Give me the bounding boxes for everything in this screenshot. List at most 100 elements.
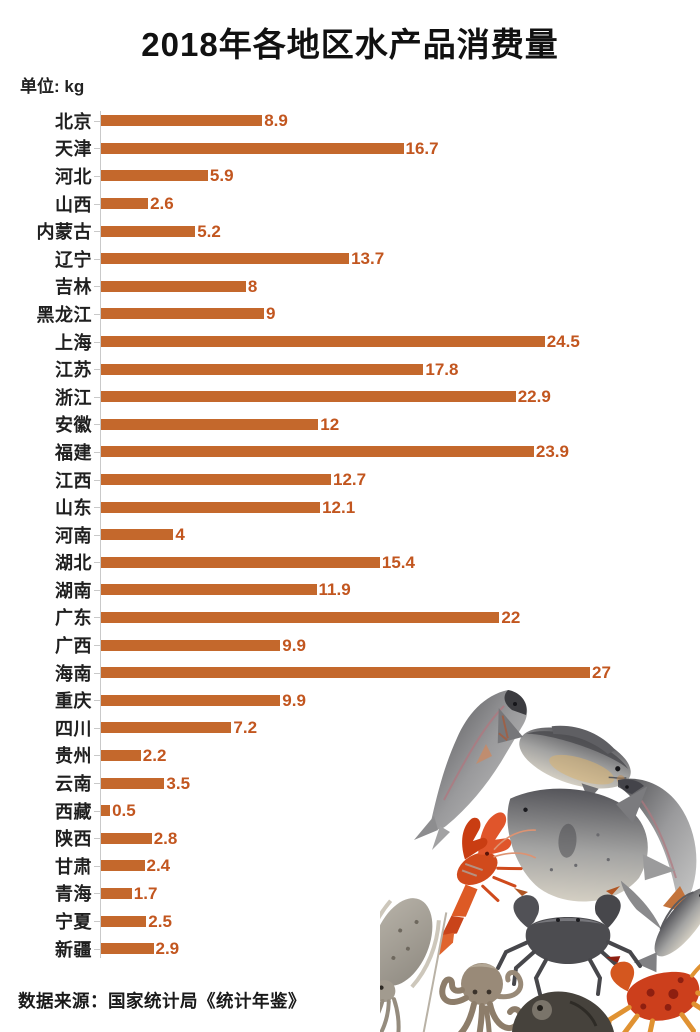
axis-tick-icon	[94, 341, 100, 343]
value-label: 22.9	[517, 387, 551, 407]
bar-row: 安徽 12	[0, 411, 700, 439]
plot-area: 4	[94, 521, 700, 549]
category-label: 西藏	[55, 801, 92, 822]
axis-tick-icon	[94, 727, 100, 729]
plot-area: 9	[94, 300, 700, 328]
category-label: 广东	[55, 608, 92, 629]
category-label: 浙江	[55, 387, 92, 408]
pomfret-icon	[507, 786, 676, 930]
plot-area: 2.9	[94, 935, 700, 963]
axis-tick-icon	[94, 424, 100, 426]
bar	[101, 556, 380, 568]
plot-area: 12	[94, 411, 700, 439]
plot-area: 2.6	[94, 190, 700, 218]
bar-row: 上海 24.5	[0, 328, 700, 356]
value-label: 12	[320, 414, 340, 434]
axis-tick-icon	[94, 507, 100, 509]
plot-area: 2.4	[94, 852, 700, 880]
bar	[101, 805, 111, 817]
plot-area: 24.5	[94, 328, 700, 356]
axis-tick-icon	[94, 451, 100, 453]
value-label: 17.8	[425, 359, 459, 379]
value-label: 9	[266, 304, 276, 324]
value-label: 23.9	[535, 442, 569, 462]
bar-row: 江西 12.7	[0, 466, 700, 494]
bar	[101, 584, 317, 596]
category-label: 湖北	[55, 553, 92, 574]
red-crab-icon	[604, 956, 700, 1032]
bar-row: 河北 5.9	[0, 162, 700, 190]
bar-row: 广东 22	[0, 604, 700, 632]
bar	[101, 611, 500, 623]
value-label: 3.5	[166, 773, 191, 793]
bar-row: 海南 27	[0, 659, 700, 687]
value-label: 12.7	[333, 470, 367, 490]
plot-area: 5.2	[94, 217, 700, 245]
category-label: 贵州	[55, 746, 92, 767]
value-label: 1.7	[133, 883, 158, 903]
category-label: 四川	[55, 718, 92, 739]
bar-row: 重庆 9.9	[0, 686, 700, 714]
bar-row: 北京 8.9	[0, 107, 700, 135]
category-label: 安徽	[55, 415, 92, 436]
carp-icon	[497, 707, 631, 801]
axis-tick-icon	[94, 948, 100, 950]
value-label: 16.7	[405, 138, 439, 158]
category-label: 广西	[55, 636, 92, 657]
value-label: 5.2	[197, 221, 221, 241]
chart-title: 2018年各地区水产品消费量	[141, 26, 559, 63]
axis-tick-icon	[94, 838, 100, 840]
bar-row: 江苏 17.8	[0, 355, 700, 383]
value-label: 9.9	[282, 635, 306, 655]
category-label: 海南	[55, 663, 92, 684]
category-label: 河南	[55, 525, 92, 546]
axis-tick-icon	[94, 700, 100, 702]
axis-tick-icon	[94, 148, 100, 150]
plot-area: 11.9	[94, 576, 700, 604]
category-label: 重庆	[55, 691, 92, 712]
axis-tick-icon	[94, 921, 100, 923]
category-label: 新疆	[55, 939, 92, 960]
crayfish-icon	[439, 812, 537, 956]
value-label: 12.1	[322, 497, 356, 517]
bar-row: 河南 4	[0, 521, 700, 549]
plot-area: 27	[94, 659, 700, 687]
value-label: 2.2	[142, 745, 167, 765]
axis-tick-icon	[94, 755, 100, 757]
bar	[101, 280, 246, 292]
plot-area: 2.8	[94, 824, 700, 852]
bar	[101, 943, 154, 955]
axis-tick-icon	[94, 231, 100, 233]
plot-area: 0.5	[94, 797, 700, 825]
bar	[101, 722, 232, 734]
value-label: 15.4	[381, 552, 415, 572]
bar-row: 内蒙古 5.2	[0, 217, 700, 245]
value-label: 4	[175, 525, 185, 545]
axis-tick-icon	[94, 893, 100, 895]
value-label: 8	[247, 276, 258, 296]
axis-tick-icon	[94, 672, 100, 674]
axis-tick-icon	[94, 645, 100, 647]
bar	[101, 225, 196, 237]
category-label: 江西	[55, 470, 92, 491]
bar	[101, 915, 147, 927]
plot-area: 15.4	[94, 549, 700, 577]
value-label: 5.9	[209, 166, 234, 186]
category-label: 宁夏	[55, 912, 92, 933]
category-label: 北京	[55, 111, 92, 132]
bar-rows: 北京 8.9 天津 16.7 河北 5.9 山西 2.6 内蒙古	[0, 107, 700, 962]
plot-area: 22.9	[94, 383, 700, 411]
bar	[101, 667, 590, 679]
category-label: 陕西	[55, 829, 92, 850]
plot-area: 8.9	[94, 107, 700, 135]
value-label: 27	[592, 663, 611, 683]
axis-tick-icon	[94, 175, 100, 177]
category-label: 上海	[55, 332, 92, 353]
category-label: 内蒙古	[36, 222, 92, 243]
plot-area: 9.9	[94, 686, 700, 714]
plot-area: 3.5	[94, 769, 700, 797]
category-label: 黑龙江	[36, 304, 92, 325]
value-label: 24.5	[546, 332, 580, 352]
plot-area: 9.9	[94, 631, 700, 659]
bar	[101, 115, 263, 127]
